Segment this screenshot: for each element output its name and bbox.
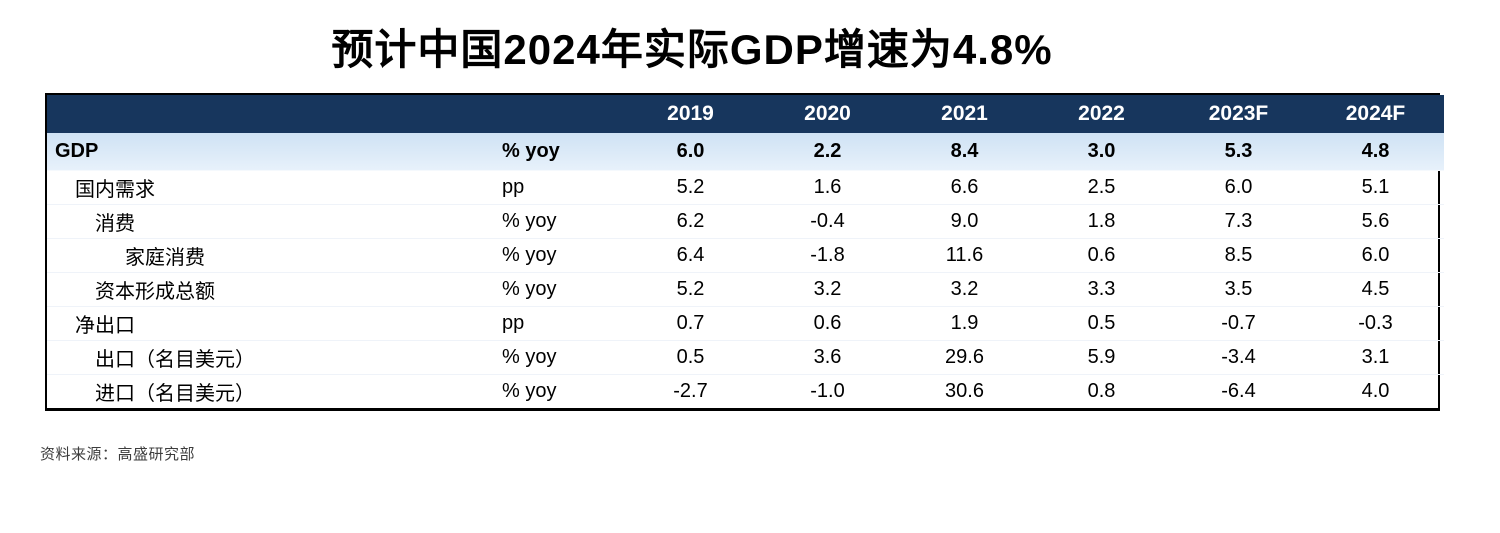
data-cell: 2.5	[1033, 170, 1170, 205]
row-unit: % yoy	[502, 379, 557, 402]
data-cell: 29.6	[896, 340, 1033, 375]
row-label: 消费	[47, 204, 492, 239]
row-label: 家庭消费	[47, 238, 492, 273]
data-cell: 0.8	[1087, 379, 1116, 402]
data-cell: 0.5	[1033, 306, 1170, 341]
row-unit: pp	[492, 170, 622, 205]
data-cell: 6.6	[896, 170, 1033, 205]
data-cell: -1.0	[810, 379, 845, 402]
table-row: 进口（名目美元） % yoy -2.7 -1.0 30.6 0.8 -6.4 4.0	[47, 374, 1444, 408]
row-unit: % yoy	[492, 272, 622, 307]
year-column-header: 2021	[896, 95, 1033, 133]
row-unit: % yoy	[492, 133, 622, 171]
data-cell: 5.1	[1307, 170, 1444, 205]
row-label: 出口（名目美元）	[47, 340, 492, 375]
data-cell: 6.0	[622, 133, 759, 171]
data-cell: 0.6	[759, 306, 896, 341]
data-cell: 3.5	[1170, 272, 1307, 307]
table-row: 资本形成总额% yoy 5.2 3.2 3.2 3.3 3.5 4.5	[47, 272, 1444, 307]
label-column-header	[47, 95, 492, 133]
unit-column-header	[492, 95, 622, 133]
data-cell: -0.3	[1307, 306, 1444, 341]
data-cell: -0.4	[759, 204, 896, 239]
data-cell: 9.0	[896, 204, 1033, 239]
data-cell: -1.8	[759, 238, 896, 273]
data-cell: 4.8	[1307, 133, 1444, 171]
data-cell: 3.0	[1033, 133, 1170, 171]
table-header-row: 2019 2020 2021 2022 2023F 2024F	[47, 95, 1444, 133]
data-cell: 3.3	[1033, 272, 1170, 307]
year-column-header: 2024F	[1307, 95, 1444, 133]
data-cell: 5.3	[1170, 133, 1307, 171]
data-cell: 5.6	[1307, 204, 1444, 239]
data-cell: -3.4	[1170, 340, 1307, 375]
data-cell: 30.6	[945, 379, 984, 402]
source-note: 资料来源：高盛研究部	[40, 446, 196, 463]
row-unit: % yoy	[492, 204, 622, 239]
year-column-header: 2022	[1033, 95, 1170, 133]
data-cell: 3.6	[759, 340, 896, 375]
table-row: 净出口 pp 0.7 0.6 1.9 0.5 -0.7 -0.3	[47, 306, 1444, 341]
data-cell: 7.3	[1170, 204, 1307, 239]
data-cell: 5.2	[622, 170, 759, 205]
data-cell: 3.1	[1307, 340, 1444, 375]
row-label: 净出口	[47, 306, 492, 341]
data-table: 2019 2020 2021 2022 2023F 2024F GDP% yoy 6.0 2.…	[47, 95, 1444, 408]
row-unit: % yoy	[492, 238, 622, 273]
data-cell: 0.6	[1033, 238, 1170, 273]
data-cell: 1.8	[1033, 204, 1170, 239]
year-column-header: 2020	[759, 95, 896, 133]
report-figure: 预计中国2024年实际GDP增速为4.8% 2019 2020 2021 2022 20…	[0, 16, 1500, 464]
year-column-header: 2023F	[1170, 95, 1307, 133]
data-cell: 6.0	[1170, 170, 1307, 205]
table-row: 消费% yoy 6.2 -0.4 9.0 1.8 7.3 5.6	[47, 204, 1444, 239]
row-label: 资本形成总额	[47, 272, 492, 307]
data-cell: 6.0	[1307, 238, 1444, 273]
table-header: 2019 2020 2021 2022 2023F 2024F	[47, 95, 1444, 133]
data-cell: 11.6	[896, 238, 1033, 273]
data-cell: 6.2	[622, 204, 759, 239]
data-cell: 8.4	[896, 133, 1033, 171]
data-cell: 5.9	[1033, 340, 1170, 375]
row-label: 国内需求	[47, 170, 492, 205]
data-cell: 3.2	[896, 272, 1033, 307]
page-title: 预计中国2024年实际GDP增速为4.8%	[331, 26, 1053, 73]
table-row: 家庭消费% yoy 6.4 -1.8 11.6 0.6 8.5 6.0	[47, 238, 1444, 273]
row-unit: pp	[492, 306, 622, 341]
table-row: 国内需求 pp 5.2 1.6 6.6 2.5 6.0 5.1	[47, 170, 1444, 205]
year-column-header: 2019	[622, 95, 759, 133]
data-cell: 0.7	[622, 306, 759, 341]
data-cell: -2.7	[673, 379, 708, 402]
table-row: 出口（名目美元）% yoy 0.5 3.6 29.6 5.9 -3.4 3.1	[47, 340, 1444, 375]
data-cell: 4.0	[1361, 379, 1390, 402]
gdp-forecast-table: 2019 2020 2021 2022 2023F 2024F GDP% yoy 6.0 2.…	[45, 93, 1444, 411]
data-cell: 1.6	[759, 170, 896, 205]
row-label: GDP	[47, 133, 492, 171]
data-cell: -0.7	[1170, 306, 1307, 341]
data-cell: 2.2	[759, 133, 896, 171]
data-cell: -6.4	[1221, 379, 1256, 402]
data-cell: 4.5	[1307, 272, 1444, 307]
row-label: 进口（名目美元）	[95, 382, 255, 405]
data-cell: 5.2	[622, 272, 759, 307]
data-cell: 6.4	[622, 238, 759, 273]
data-cell: 1.9	[896, 306, 1033, 341]
data-cell: 8.5	[1170, 238, 1307, 273]
data-cell: 3.2	[759, 272, 896, 307]
table-row: GDP% yoy 6.0 2.2 8.4 3.0 5.3 4.8	[47, 133, 1444, 171]
row-unit: % yoy	[492, 340, 622, 375]
data-cell: 0.5	[622, 340, 759, 375]
table-body: GDP% yoy 6.0 2.2 8.4 3.0 5.3 4.8 国内需求 pp 5.2 1.6 6.…	[47, 133, 1444, 408]
